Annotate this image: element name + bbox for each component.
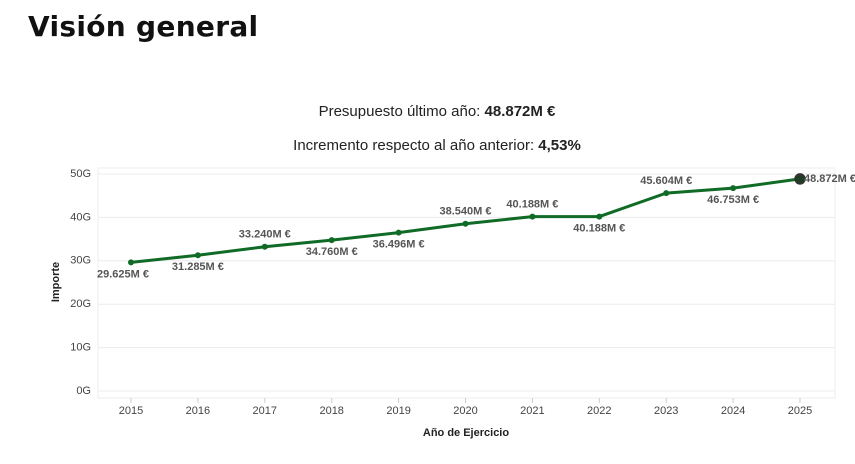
data-label: 31.285M €: [172, 261, 224, 273]
data-label: 40.188M €: [573, 222, 625, 234]
point: [261, 243, 268, 250]
x-tick-label: 2024: [721, 405, 745, 417]
data-label: 34.760M €: [306, 246, 358, 258]
budget-summary: Presupuesto último año: 48.872M €: [0, 103, 855, 120]
y-tick-label: 20G: [70, 298, 91, 310]
point: [730, 185, 737, 192]
data-label: 38.540M €: [440, 206, 492, 218]
data-label: 48.872M €: [804, 173, 855, 185]
point: [596, 213, 603, 220]
x-tick-label: 2021: [520, 405, 544, 417]
point: [395, 229, 402, 236]
y-tick-label: 0G: [76, 385, 91, 397]
x-tick-label: 2018: [319, 405, 343, 417]
x-tick-label: 2017: [253, 405, 277, 417]
budget-label: Presupuesto último año:: [318, 103, 481, 120]
data-label: 36.496M €: [373, 239, 425, 251]
line: [130, 177, 801, 264]
data-label: 40.188M €: [506, 198, 558, 210]
y-tick-label: 10G: [70, 342, 91, 354]
plot-frame: [97, 167, 836, 399]
x-tick-label: 2022: [587, 405, 611, 417]
point: [328, 237, 335, 244]
increment-value: 4,53%: [538, 137, 581, 154]
point: [462, 220, 469, 227]
x-tick-label: 2025: [788, 405, 812, 417]
point: [128, 259, 134, 266]
point: [529, 213, 536, 220]
increment-summary: Incremento respecto al año anterior: 4,5…: [0, 137, 855, 154]
budget-value: 48.872M €: [484, 103, 556, 120]
x-tick-label: 2015: [119, 405, 143, 417]
data-label: 29.625M €: [97, 268, 149, 280]
increment-label: Incremento respecto al año anterior:: [293, 137, 535, 154]
point: [794, 173, 806, 185]
x-tick-label: 2019: [386, 405, 410, 417]
x-tick-label: 2023: [654, 405, 678, 417]
x-tick-label: 2016: [186, 405, 210, 417]
y-axis-title: Importe: [50, 262, 62, 302]
y-tick-label: 30G: [70, 255, 91, 267]
point: [194, 252, 201, 259]
y-tick-label: 40G: [70, 211, 91, 223]
data-label: 33.240M €: [239, 229, 291, 241]
data-label: 45.604M €: [640, 175, 692, 187]
x-tick-label: 2020: [453, 405, 477, 417]
y-tick-label: 50G: [70, 168, 91, 180]
point: [663, 190, 670, 197]
page-title: Visión general: [28, 10, 259, 43]
data-label: 46.753M €: [707, 194, 759, 206]
x-axis-title: Año de Ejercicio: [423, 427, 509, 439]
